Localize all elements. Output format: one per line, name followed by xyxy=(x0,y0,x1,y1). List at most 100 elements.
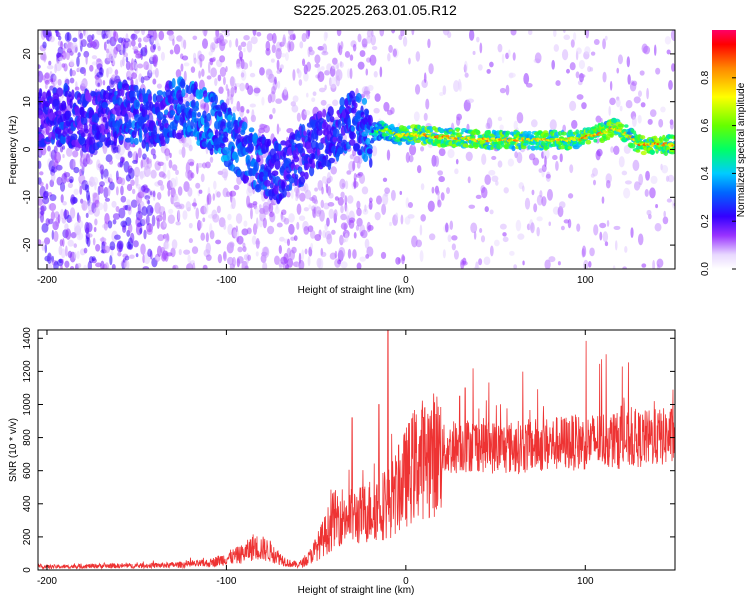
heatmap-cell xyxy=(413,111,420,122)
heatmap-cell xyxy=(61,248,66,259)
heatmap-cell xyxy=(391,30,396,34)
heatmap-cell xyxy=(306,92,309,98)
heatmap-cell xyxy=(148,223,152,232)
heatmap-cell xyxy=(340,205,344,214)
heatmap-cell xyxy=(152,69,156,75)
heatmap-cell xyxy=(150,169,157,179)
heatmap-cell xyxy=(333,209,338,219)
heatmap-cell xyxy=(293,235,298,241)
heatmap-cell xyxy=(55,164,63,171)
heatmap-cell xyxy=(420,183,425,191)
heatmap-cell xyxy=(210,67,217,78)
heatmap-cell xyxy=(107,220,113,229)
heatmap-cell xyxy=(666,198,672,203)
heatmap-cell xyxy=(505,84,510,96)
heatmap-cell xyxy=(83,69,87,77)
heatmap-cell xyxy=(352,249,357,259)
heatmap-cell xyxy=(120,195,127,203)
heatmap-cell xyxy=(468,30,475,41)
heatmap-cell xyxy=(138,42,142,48)
heatmap-cell xyxy=(103,186,109,199)
heatmap-cell xyxy=(350,125,355,132)
heatmap-cell xyxy=(516,151,523,164)
heatmap-cell xyxy=(415,239,422,248)
heatmap-cell xyxy=(156,191,162,200)
heatmap-cell xyxy=(46,31,52,38)
heatmap-cell xyxy=(371,145,378,157)
heatmap-cell xyxy=(272,107,276,114)
heatmap-cell xyxy=(38,64,41,70)
heatmap-cell xyxy=(223,171,228,181)
heatmap-cell xyxy=(209,156,214,163)
heatmap-cell xyxy=(425,98,430,110)
heatmap-cell xyxy=(364,238,370,249)
heatmap-cell xyxy=(453,250,459,260)
heatmap-cell xyxy=(646,87,649,100)
spectrogram-x-axis-label: Height of straight line (km) xyxy=(298,285,415,296)
heatmap-cell xyxy=(390,107,395,115)
heatmap-cell xyxy=(85,53,88,65)
heatmap-cell xyxy=(59,182,66,192)
heatmap-cell xyxy=(507,158,515,167)
heatmap-cell xyxy=(94,181,97,191)
heatmap-cell xyxy=(53,145,58,154)
heatmap-cell xyxy=(590,51,596,56)
heatmap-cell xyxy=(60,194,64,203)
heatmap-cell xyxy=(334,250,338,259)
heatmap-cell xyxy=(633,96,641,104)
heatmap-cell xyxy=(97,202,104,211)
heatmap-cell xyxy=(643,45,651,55)
heatmap-cell xyxy=(223,223,227,230)
heatmap-cell xyxy=(561,49,569,61)
heatmap-cell xyxy=(304,171,309,180)
heatmap-cell xyxy=(353,102,358,109)
heatmap-cell xyxy=(476,36,480,43)
heatmap-cell xyxy=(499,124,504,131)
heatmap-cell xyxy=(214,129,219,138)
heatmap-cell xyxy=(390,189,396,201)
heatmap-cell xyxy=(141,30,146,36)
heatmap-cell xyxy=(290,236,295,241)
heatmap-cell xyxy=(291,246,297,254)
heatmap-cell xyxy=(503,187,509,194)
heatmap-cell xyxy=(173,44,181,55)
heatmap-cell xyxy=(157,45,161,52)
heatmap-cell xyxy=(172,129,177,139)
heatmap-cell xyxy=(612,265,616,269)
heatmap-cell xyxy=(139,171,144,180)
heatmap-cell xyxy=(141,206,148,216)
heatmap-cell xyxy=(259,67,265,76)
heatmap-cell xyxy=(260,164,265,170)
heatmap-cell xyxy=(288,213,295,223)
heatmap-cell xyxy=(273,184,279,195)
heatmap-cell xyxy=(145,214,150,226)
heatmap-cell xyxy=(421,79,428,89)
heatmap-cell xyxy=(202,38,209,49)
heatmap-cell xyxy=(637,114,642,124)
heatmap-cell xyxy=(235,213,243,224)
heatmap-cell xyxy=(557,261,561,266)
heatmap-cell xyxy=(59,239,63,247)
heatmap-cell xyxy=(321,186,324,195)
heatmap-cell xyxy=(327,202,335,207)
heatmap-cell xyxy=(151,36,155,43)
heatmap-cell xyxy=(128,119,132,127)
heatmap-cell xyxy=(102,80,106,86)
heatmap-cell xyxy=(389,221,392,227)
heatmap-cell xyxy=(298,259,305,269)
heatmap-cell xyxy=(205,232,209,243)
heatmap-cell xyxy=(386,149,391,161)
heatmap-cell xyxy=(508,72,516,78)
heatmap-cell xyxy=(367,224,374,231)
heatmap-cell xyxy=(367,114,373,126)
heatmap-cell xyxy=(480,235,486,243)
heatmap-cell xyxy=(234,132,238,140)
heatmap-cell xyxy=(170,247,176,258)
heatmap-cell xyxy=(205,242,211,254)
heatmap-cell xyxy=(178,203,185,210)
heatmap-cell xyxy=(539,190,543,198)
heatmap-cell xyxy=(152,153,157,160)
heatmap-cell xyxy=(57,35,62,41)
heatmap-cell xyxy=(222,39,228,45)
